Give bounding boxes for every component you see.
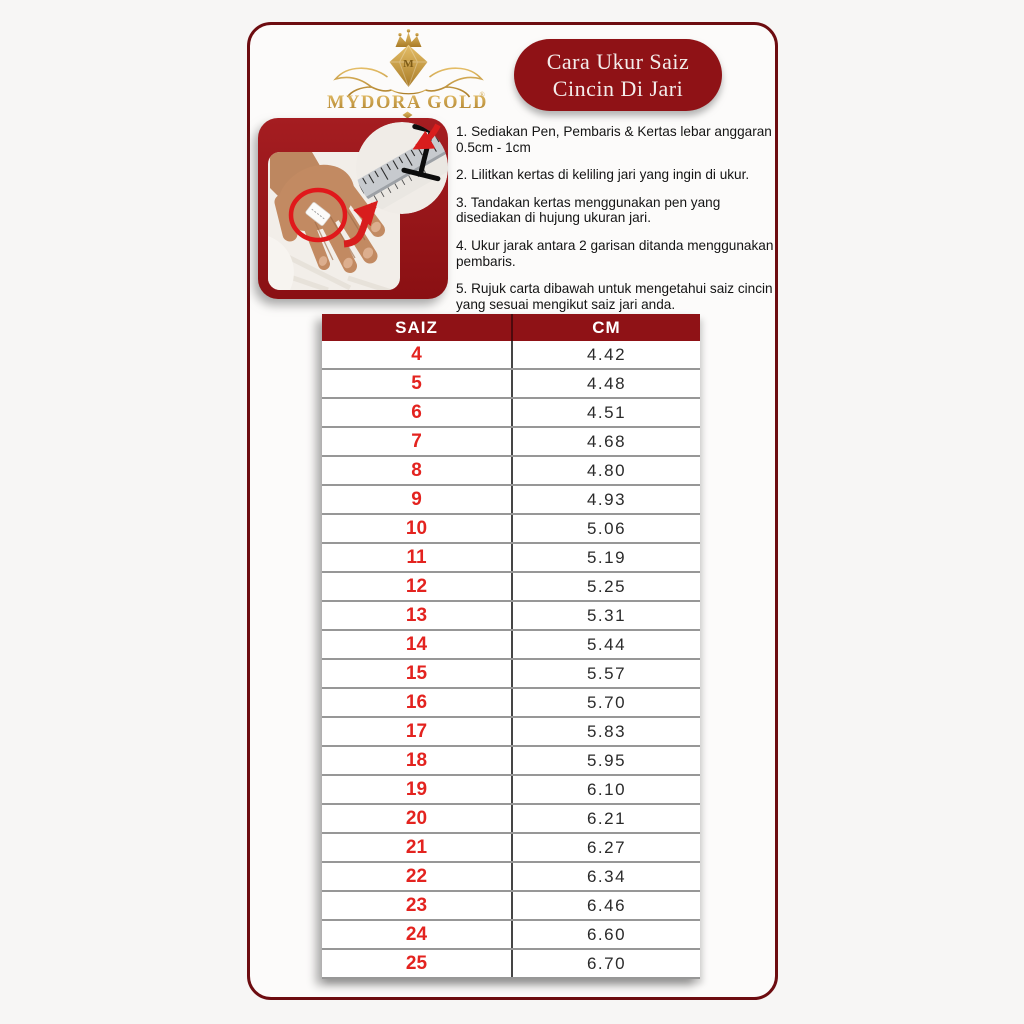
cm-cell: 6.34: [511, 862, 700, 892]
cm-cell: 6.60: [511, 920, 700, 950]
column-header-saiz: SAIZ: [322, 314, 512, 341]
badge-title-line2: Cincin Di Jari: [552, 76, 684, 101]
table-row: 14 5.44: [322, 630, 700, 660]
table-row: 7 4.68: [322, 427, 700, 457]
size-cell: 22: [322, 862, 512, 892]
table-row: 24 6.60: [322, 920, 700, 950]
table-row: 25 6.70: [322, 949, 700, 979]
table-row: 5 4.48: [322, 369, 700, 399]
table-row: 6 4.51: [322, 398, 700, 428]
size-cell: 13: [322, 601, 512, 631]
size-table-body: 4 4.42 5 4.48 6 4.51 7 4.68 8 4.80 9 4.93 10 5.06 11 5.…: [322, 341, 700, 979]
table-row: 8 4.80: [322, 456, 700, 486]
table-row: 16 5.70: [322, 688, 700, 718]
size-cell: 8: [322, 456, 512, 486]
instruction-item: 3. Tandakan kertas menggunakan pen yang …: [456, 194, 721, 226]
table-row: 11 5.19: [322, 543, 700, 573]
instructions-list: 1. Sediakan Pen, Pembaris & Kertas lebar…: [456, 124, 780, 324]
cm-cell: 5.83: [511, 717, 700, 747]
ring-size-table: SAIZ CM 4 4.42 5 4.48 6 4.51 7 4.68 8 4.80 9 4.93 10…: [322, 314, 700, 979]
cm-cell: 5.44: [511, 630, 700, 660]
size-cell: 24: [322, 920, 512, 950]
badge-title-line1: Cara Ukur Saiz: [546, 49, 690, 74]
instruction-item: 2. Lilitkan kertas di keliling jari yang…: [456, 167, 750, 183]
cm-cell: 4.80: [511, 456, 700, 486]
mydora-gold-logo: M MYDORA GOLD ®: [327, 29, 488, 119]
size-cell: 12: [322, 572, 512, 602]
cm-cell: 5.57: [511, 659, 700, 689]
cm-cell: 5.25: [511, 572, 700, 602]
table-row: 12 5.25: [322, 572, 700, 602]
size-cell: 10: [322, 514, 512, 544]
curved-arrow-icon: [343, 200, 379, 248]
paper-strip: [305, 202, 331, 226]
table-row: 20 6.21: [322, 804, 700, 834]
red-circle-highlight: [288, 187, 348, 243]
instruction-item: 4. Ukur jarak antara 2 garisan ditanda m…: [456, 237, 774, 269]
table-row: 10 5.06: [322, 514, 700, 544]
cm-cell: 4.42: [511, 341, 700, 370]
ring-measurement-illustration: [258, 118, 448, 299]
table-row: 19 6.10: [322, 775, 700, 805]
table-row: 23 6.46: [322, 891, 700, 921]
cm-cell: 6.10: [511, 775, 700, 805]
size-chart-section: SAIZ CM 4 4.42 5 4.48 6 4.51 7 4.68 8 4.80 9 4.93 10…: [322, 314, 700, 979]
cm-cell: 4.51: [511, 398, 700, 428]
size-cell: 23: [322, 891, 512, 921]
size-cell: 19: [322, 775, 512, 805]
instruction-item: 5. Rujuk carta dibawah untuk mengetahui …: [456, 281, 773, 312]
instruction-item: 1. Sediakan Pen, Pembaris & Kertas lebar…: [456, 124, 772, 155]
size-cell: 4: [322, 341, 512, 370]
underline-ornament: [361, 111, 454, 119]
logo-monogram: M: [403, 58, 414, 70]
diamond-icon: M: [389, 44, 428, 88]
size-cell: 11: [322, 543, 512, 573]
size-cell: 21: [322, 833, 512, 863]
size-cell: 25: [322, 949, 512, 979]
table-row: 15 5.57: [322, 659, 700, 689]
table-row: 21 6.27: [322, 833, 700, 863]
cm-cell: 6.21: [511, 804, 700, 834]
size-cell: 16: [322, 688, 512, 718]
cm-cell: 6.70: [511, 949, 700, 979]
column-header-cm: CM: [511, 314, 700, 341]
table-row: 18 5.95: [322, 746, 700, 776]
cm-cell: 5.70: [511, 688, 700, 718]
size-cell: 7: [322, 427, 512, 457]
cm-cell: 5.19: [511, 543, 700, 573]
crown-icon: [395, 29, 422, 47]
cm-cell: 6.27: [511, 833, 700, 863]
table-row: 13 5.31: [322, 601, 700, 631]
small-arrow-icon: [412, 123, 441, 150]
table-row: 4 4.42: [322, 341, 700, 370]
ring-size-guide-card: M MYDORA GOLD ® Cara Ukur Saiz Cincin Di…: [247, 22, 778, 1000]
table-row: 17 5.83: [322, 717, 700, 747]
cm-cell: 4.68: [511, 427, 700, 457]
size-cell: 20: [322, 804, 512, 834]
cm-cell: 6.46: [511, 891, 700, 921]
brand-wordmark: MYDORA GOLD: [327, 93, 488, 113]
size-cell: 17: [322, 717, 512, 747]
size-cell: 18: [322, 746, 512, 776]
size-cell: 5: [322, 369, 512, 399]
title-badge: Cara Ukur Saiz Cincin Di Jari: [514, 39, 722, 111]
table-row: 22 6.34: [322, 862, 700, 892]
size-cell: 14: [322, 630, 512, 660]
size-cell: 9: [322, 485, 512, 515]
table-header-row: SAIZ CM: [322, 314, 700, 341]
size-cell: 15: [322, 659, 512, 689]
cm-cell: 5.31: [511, 601, 700, 631]
cm-cell: 4.93: [511, 485, 700, 515]
cm-cell: 5.06: [511, 514, 700, 544]
cm-cell: 5.95: [511, 746, 700, 776]
flourish-ornament: [333, 67, 484, 98]
table-row: 9 4.93: [322, 485, 700, 515]
cm-cell: 4.48: [511, 369, 700, 399]
registered-mark: ®: [480, 91, 486, 99]
size-cell: 6: [322, 398, 512, 428]
